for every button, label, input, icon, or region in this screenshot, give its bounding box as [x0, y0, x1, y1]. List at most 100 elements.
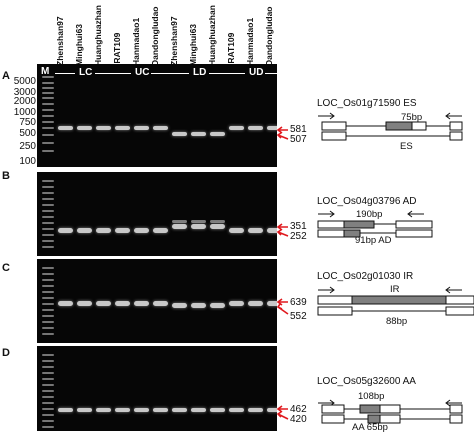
ladder-band — [42, 315, 54, 317]
gel-band — [191, 224, 206, 229]
gel-band — [210, 303, 225, 308]
marker-size-label: 750 — [19, 117, 36, 128]
band-size-label: 552 — [290, 311, 307, 322]
ladder-band — [42, 180, 54, 182]
condition-label: UD — [249, 67, 264, 78]
condition-divider — [151, 73, 189, 74]
diagram-label: ES — [400, 141, 413, 152]
ladder-band — [42, 198, 54, 200]
gel-band — [153, 408, 168, 412]
condition-label: LC — [79, 67, 93, 78]
arrow-icon — [276, 223, 288, 231]
gel-band — [134, 408, 149, 412]
ladder-band — [42, 142, 54, 144]
marker-size-label: 500 — [19, 128, 36, 139]
gel-band — [172, 132, 187, 136]
gel-band — [248, 301, 263, 306]
condition-divider — [95, 73, 131, 74]
gel-band — [267, 301, 277, 306]
exon — [449, 404, 463, 414]
gel-band — [58, 126, 73, 130]
gel-band — [172, 408, 187, 412]
gel-band — [172, 303, 187, 308]
diagram-ad — [317, 210, 433, 238]
gel-panel-b — [37, 172, 277, 256]
band-size-label: 252 — [290, 231, 307, 242]
ladder-band — [42, 408, 54, 410]
gel-band — [153, 126, 168, 130]
diagram-label: AA 65bp — [352, 422, 388, 433]
band-size-label: 351 — [290, 221, 307, 232]
gel-band — [210, 408, 225, 412]
exon — [321, 414, 345, 424]
exon — [445, 306, 474, 316]
ladder-band — [42, 97, 54, 99]
marker-size-label: 5000 — [13, 76, 36, 87]
condition-label: LD — [193, 67, 207, 78]
ladder-band — [42, 216, 54, 218]
primer-arrow-icon — [445, 286, 462, 294]
panel-letter: B — [2, 170, 10, 182]
gel-band — [77, 126, 92, 130]
diagram-es — [318, 112, 463, 141]
gel-band — [229, 228, 244, 233]
exon — [317, 295, 353, 305]
gel-band — [77, 228, 92, 233]
gel-band — [267, 408, 277, 412]
exon — [359, 404, 381, 414]
primer-arrow-icon — [318, 210, 335, 218]
band-size-label: 639 — [290, 297, 307, 308]
exon — [449, 121, 463, 131]
gel-band — [77, 408, 92, 412]
ladder-band — [42, 321, 54, 323]
gene-title-d: LOC_Os05g32600 AA — [317, 376, 416, 387]
gel-band — [115, 301, 130, 306]
gel-band — [248, 408, 263, 412]
gel-band — [191, 408, 206, 412]
ladder-band — [42, 378, 54, 380]
band-size-label: 420 — [290, 414, 307, 425]
ladder-band — [42, 384, 54, 386]
diagram-label: 190bp — [356, 209, 383, 220]
primer-arrow-icon — [445, 112, 462, 120]
panel-letter: C — [2, 262, 10, 274]
ladder-band — [42, 402, 54, 404]
gel-band — [267, 228, 277, 233]
primer-arrow-icon — [318, 112, 335, 120]
arrow-icon — [276, 303, 289, 315]
ladder-band — [42, 426, 54, 428]
ladder-band — [42, 192, 54, 194]
gene-title-b: LOC_Os04g03796 AD — [317, 196, 417, 207]
ladder-band — [42, 222, 54, 224]
arrow-icon — [276, 411, 289, 420]
exon — [317, 220, 345, 229]
ladder-band — [42, 291, 54, 293]
ladder-band — [42, 92, 54, 94]
gel-panel-c — [37, 259, 277, 343]
ladder-band — [42, 420, 54, 422]
diagram-label: 108bp — [358, 391, 385, 402]
ladder-band — [42, 360, 54, 362]
ladder-band — [42, 109, 54, 111]
ladder-band — [42, 150, 54, 152]
arrow-icon — [276, 132, 289, 140]
gel-band — [191, 303, 206, 308]
exon — [395, 220, 433, 229]
gel-band — [229, 301, 244, 306]
gel-band — [210, 132, 225, 136]
exon — [317, 229, 345, 238]
arrow-icon — [276, 298, 288, 306]
ladder-band — [42, 246, 54, 248]
primer-arrow-icon — [318, 286, 335, 294]
gel-band — [191, 220, 206, 223]
marker-size-label: 3000 — [13, 87, 36, 98]
gel-band — [191, 132, 206, 136]
arrow-icon — [276, 126, 288, 134]
exon — [321, 404, 345, 414]
gel-band — [172, 224, 187, 229]
ladder-band — [42, 354, 54, 356]
band-size-label: 462 — [290, 404, 307, 415]
gel-panel-d — [37, 346, 277, 431]
exon — [343, 220, 375, 229]
